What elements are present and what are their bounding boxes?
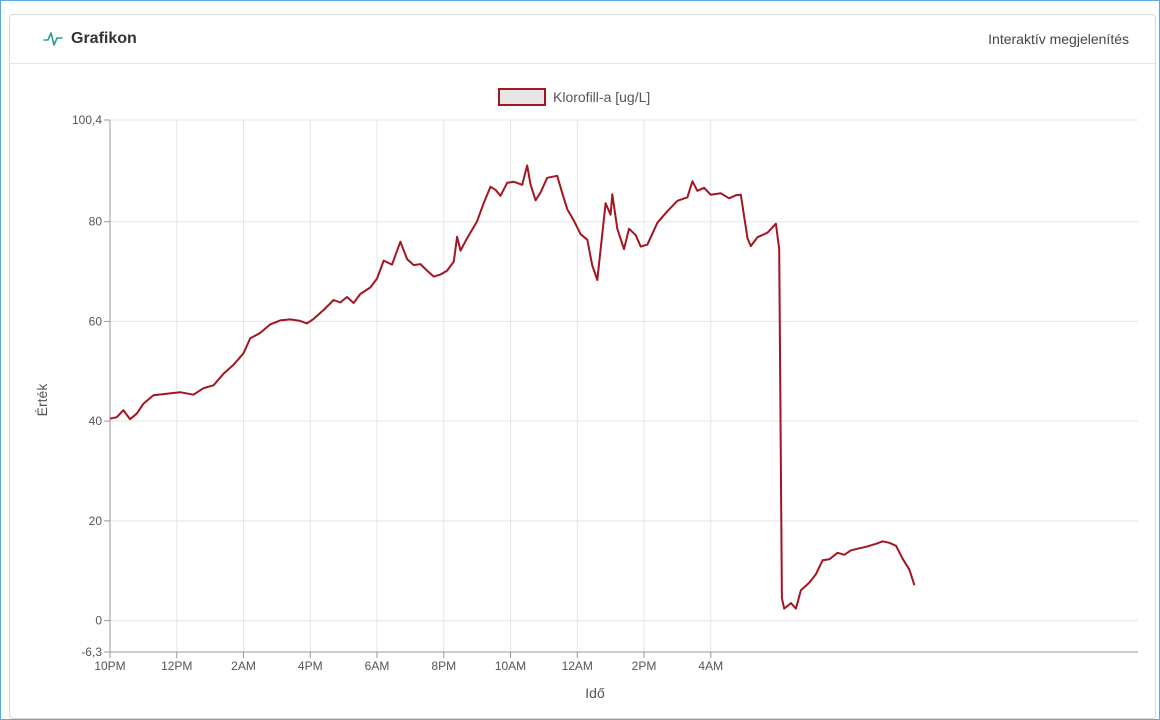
x-tick-label: 4AM: [698, 659, 723, 673]
grid-layer: [109, 119, 1138, 652]
x-axis-title: Idő: [585, 685, 605, 701]
x-tick-label: 2AM: [231, 659, 256, 673]
x-tick-label: 6AM: [365, 659, 390, 673]
card-title: Grafikon: [71, 30, 137, 47]
x-tick-label: 8PM: [431, 659, 456, 673]
activity-pulse-icon: [43, 32, 63, 46]
x-tick-label: 10AM: [495, 659, 526, 673]
card-header: Grafikon Interaktív megjelenítés: [10, 15, 1155, 64]
chart-card: Grafikon Interaktív megjelenítés: [9, 14, 1156, 719]
y-tick-label: 20: [89, 514, 103, 528]
x-tick-label: 12PM: [161, 659, 192, 673]
y-tick-label: 0: [95, 614, 102, 628]
y-tick-label: 40: [89, 414, 103, 428]
y-tick-label: 60: [89, 314, 103, 328]
legend-swatch[interactable]: [498, 88, 546, 106]
interactive-view-link[interactable]: Interaktív megjelenítés: [988, 31, 1129, 47]
y-tick-label: -6,3: [81, 645, 102, 659]
x-tick-label: 10PM: [94, 659, 125, 673]
legend: Klorofill-a [ug/L]: [498, 88, 650, 106]
series-layer: [109, 164, 916, 610]
x-tick-label: 12AM: [562, 659, 593, 673]
y-axis-title: Érték: [34, 383, 50, 417]
legend-label[interactable]: Klorofill-a [ug/L]: [553, 89, 650, 105]
x-tick-label: 2PM: [632, 659, 657, 673]
series-line-klorofill[interactable]: [109, 164, 916, 610]
x-tick-label: 4PM: [298, 659, 323, 673]
y-tick-label: 80: [89, 215, 103, 229]
y-tick-label: 100,4: [72, 113, 102, 127]
